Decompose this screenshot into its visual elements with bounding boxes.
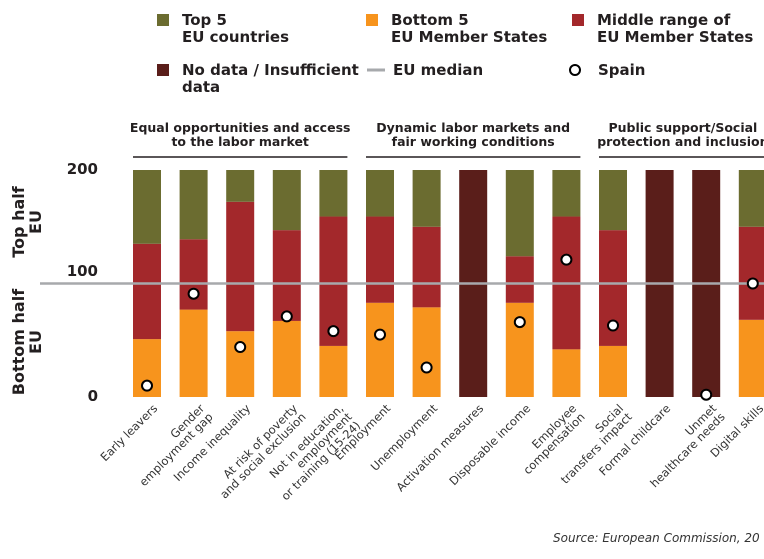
legend-swatch	[572, 14, 584, 26]
bar-segment	[133, 243, 161, 340]
bar-segment	[319, 345, 348, 397]
bar-segment	[552, 170, 581, 217]
bar-segment	[738, 319, 764, 397]
group-label: Public support/Social protection and inc…	[597, 120, 764, 149]
spain-marker	[141, 379, 153, 392]
legend-label: Spain	[598, 61, 646, 79]
spain-marker	[327, 325, 340, 338]
group-label: Dynamic labor markets and fair working c…	[376, 120, 571, 149]
bar-segment	[505, 256, 534, 303]
bar-segment	[412, 307, 441, 397]
bar-segment	[179, 170, 208, 240]
spain-marker	[513, 316, 526, 329]
y-tick-label: 100	[66, 261, 98, 280]
bar-segment	[272, 320, 301, 397]
bar-segment	[738, 170, 764, 227]
bar-segment	[272, 170, 301, 231]
legend-label: Middle range of EU Member States	[597, 11, 754, 46]
spain-marker	[187, 287, 200, 300]
spain-marker	[420, 361, 433, 374]
legend-swatch	[366, 14, 378, 26]
legend-label: Top 5 EU countries	[182, 11, 290, 46]
bar-segment	[133, 170, 161, 244]
spain-marker	[234, 341, 247, 354]
legend-marker	[569, 64, 581, 76]
bar-segment	[179, 309, 208, 397]
spain-marker	[746, 277, 759, 290]
bar-segment	[366, 170, 394, 217]
bar-segment	[412, 226, 441, 308]
bar-segment	[226, 201, 255, 332]
group-label: Equal opportunities and access to the la…	[129, 120, 351, 149]
bar-segment	[319, 216, 348, 346]
y-axis-label: Top half EU	[9, 186, 45, 258]
bar-segment	[226, 331, 255, 397]
bar-segment	[738, 226, 764, 320]
y-axis-label: Bottom half EU	[9, 288, 45, 396]
bar-segment	[272, 230, 301, 321]
spain-marker	[560, 253, 573, 266]
bar-segment	[552, 349, 581, 397]
legend-label: No data / Insufficient data	[182, 61, 359, 96]
spain-marker	[280, 310, 293, 323]
bar-segment	[599, 170, 627, 231]
legend-label: EU median	[393, 61, 484, 79]
bar-segment	[319, 170, 348, 217]
legend-label: Bottom 5 EU Member States	[391, 11, 548, 46]
bar-segment	[412, 170, 441, 227]
bar-segment	[226, 170, 255, 202]
legend-swatch	[157, 14, 169, 26]
legend-swatch	[157, 64, 169, 76]
spain-marker	[700, 388, 713, 401]
bar-segment	[366, 216, 394, 303]
bar-segment	[599, 345, 627, 397]
bar-segment	[366, 302, 394, 397]
source: Source: European Commission, 20	[553, 531, 760, 545]
bar-segment	[505, 170, 534, 257]
y-tick-label: 0	[87, 387, 98, 405]
spain-marker	[607, 319, 619, 332]
y-tick-label: 200	[66, 160, 98, 178]
spain-marker	[374, 328, 386, 341]
